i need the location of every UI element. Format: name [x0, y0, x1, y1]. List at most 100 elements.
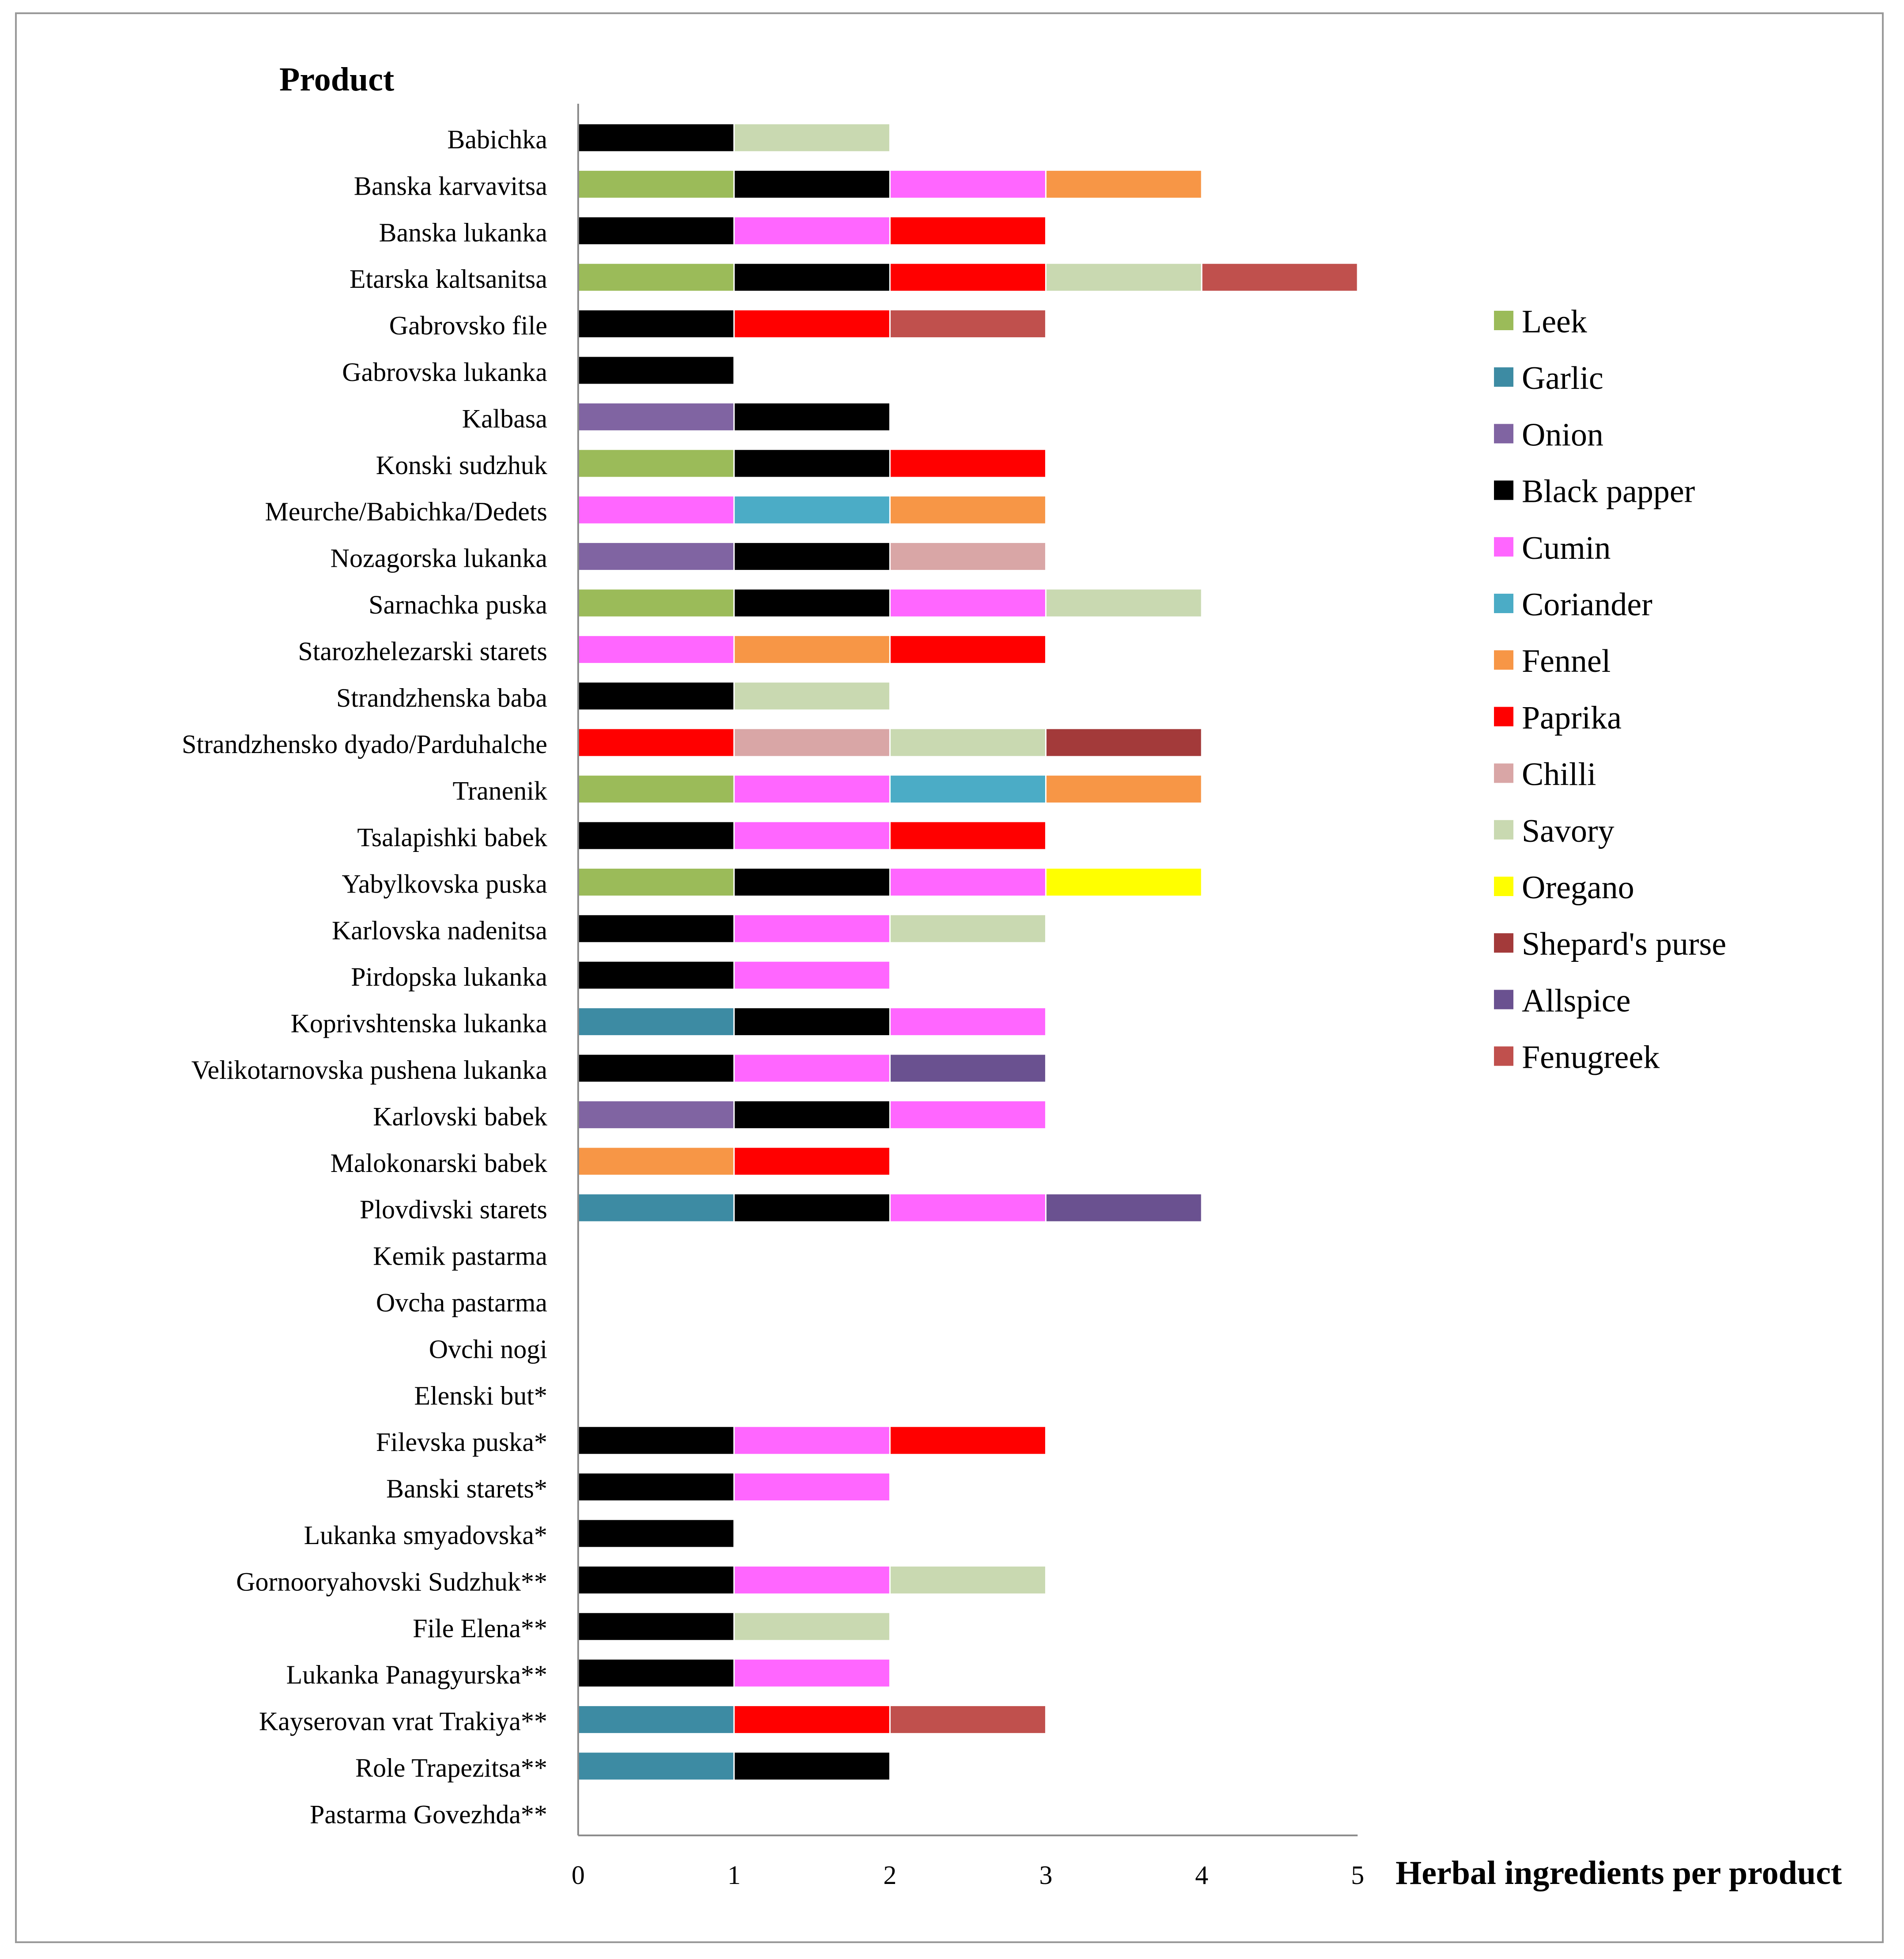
x-tick-label: 0	[572, 1861, 585, 1890]
bar-segment	[577, 1193, 735, 1223]
bar-segment	[733, 309, 891, 339]
bar-segment	[1045, 774, 1203, 804]
product-label: Malokonarski babek	[330, 1149, 547, 1178]
x-tick-label: 3	[1039, 1861, 1053, 1890]
bar-segment	[577, 448, 735, 478]
bar-segment	[889, 727, 1047, 757]
bar-segment	[889, 542, 1047, 572]
bar-segment	[577, 1658, 735, 1688]
bar-segment	[733, 169, 891, 199]
bar-segment	[733, 821, 891, 851]
bar-segment	[577, 1518, 735, 1548]
bar-segment	[733, 727, 891, 757]
bar-segment	[733, 1751, 891, 1781]
product-label: Velikotarnovska pushena lukanka	[192, 1055, 547, 1085]
bar-segment	[889, 309, 1047, 339]
product-label: Tsalapishki babek	[357, 823, 547, 852]
legend-swatch	[1494, 763, 1513, 783]
outer-frame	[15, 12, 1884, 1943]
bar-segment	[889, 821, 1047, 851]
bar-segment	[577, 914, 735, 944]
bar-segment	[577, 495, 735, 525]
product-label: Pirdopska lukanka	[351, 962, 547, 991]
bar-segment	[1045, 169, 1203, 199]
bar-segment	[889, 1193, 1047, 1223]
legend-label: Savory	[1522, 813, 1614, 849]
product-label: Yabylkovska puska	[342, 869, 547, 898]
bar-segment	[733, 1193, 891, 1223]
product-label: Gornooryahovski Sudzhuk**	[236, 1567, 547, 1596]
bar-segment	[577, 123, 735, 153]
product-label: Banski starets*	[386, 1474, 547, 1503]
bar-segment	[889, 1100, 1047, 1130]
x-tick-label: 2	[883, 1861, 896, 1890]
product-label: Meurche/Babichka/Dedets	[265, 497, 547, 526]
legend-swatch	[1494, 367, 1513, 387]
bar-segment	[577, 1053, 735, 1083]
bar-segment	[577, 216, 735, 246]
bar-segment	[889, 169, 1047, 199]
product-label: Gabrovska lukanka	[342, 358, 547, 387]
bar-segment	[1045, 727, 1203, 757]
bar-segment	[889, 216, 1047, 246]
legend-label: Allspice	[1522, 983, 1631, 1019]
bar-segment	[577, 960, 735, 990]
bar-segment	[889, 1705, 1047, 1735]
product-label: Karlovski babek	[373, 1102, 547, 1131]
legend-label: Leek	[1522, 304, 1587, 340]
bar-segment	[733, 774, 891, 804]
product-label: Koprivshtenska lukanka	[290, 1009, 547, 1038]
bar-segment	[577, 681, 735, 711]
bar-segment	[577, 588, 735, 618]
bar-segment	[1045, 867, 1203, 897]
x-tick-label: 1	[727, 1861, 741, 1890]
legend-label: Cumin	[1522, 530, 1610, 566]
product-label: Lukanka smyadovska*	[304, 1521, 547, 1550]
y-axis-title: Product	[279, 61, 394, 98]
bar-segment	[577, 169, 735, 199]
legend-label: Oregano	[1522, 870, 1634, 906]
legend-label: Onion	[1522, 417, 1603, 453]
bar-segment	[733, 402, 891, 432]
legend-label: Shepard's purse	[1522, 926, 1726, 962]
bar-segment	[733, 1146, 891, 1176]
bar-segment	[889, 867, 1047, 897]
bar-segment	[889, 1565, 1047, 1595]
product-label: Filevska puska*	[376, 1428, 547, 1457]
bar-segment	[889, 634, 1047, 664]
product-label: Starozhelezarski starets	[298, 637, 547, 666]
bar-segment	[577, 1007, 735, 1037]
legend-label: Paprika	[1522, 700, 1622, 736]
x-tick-label: 5	[1351, 1861, 1364, 1890]
legend-label: Garlic	[1522, 360, 1603, 396]
bar-segment	[1045, 588, 1203, 618]
legend-swatch	[1494, 480, 1513, 500]
legend-label: Chilli	[1522, 757, 1596, 793]
legend-swatch	[1494, 1046, 1513, 1066]
legend-swatch	[1494, 707, 1513, 727]
product-label: Elenski but*	[414, 1381, 547, 1410]
bar-segment	[577, 1751, 735, 1781]
product-label: Pastarma Govezhda**	[310, 1800, 547, 1829]
bar-segment	[733, 448, 891, 478]
bar-segment	[577, 1472, 735, 1502]
product-label: Lukanka Panagyurska**	[286, 1660, 547, 1689]
product-label: Kemik pastarma	[373, 1242, 547, 1271]
legend-swatch	[1494, 594, 1513, 613]
bar-segment	[577, 355, 735, 385]
bar-segment	[577, 1612, 735, 1642]
legend-swatch	[1494, 537, 1513, 557]
bar-segment	[733, 1658, 891, 1688]
bar-segment	[733, 1612, 891, 1642]
bar-segment	[577, 727, 735, 757]
x-tick-labels-group: 0 1 2 3 4 5	[572, 1861, 1364, 1890]
bar-segment	[733, 495, 891, 525]
product-label: Banska karvavitsa	[354, 171, 547, 200]
bar-segment	[1045, 262, 1203, 292]
x-axis-title: Herbal ingredients per product	[1396, 1854, 1842, 1891]
product-label: Karlovska nadenitsa	[332, 916, 547, 945]
bar-segment	[733, 1007, 891, 1037]
bar-segment	[733, 262, 891, 292]
bar-segment	[577, 1425, 735, 1455]
bar-segment	[889, 588, 1047, 618]
